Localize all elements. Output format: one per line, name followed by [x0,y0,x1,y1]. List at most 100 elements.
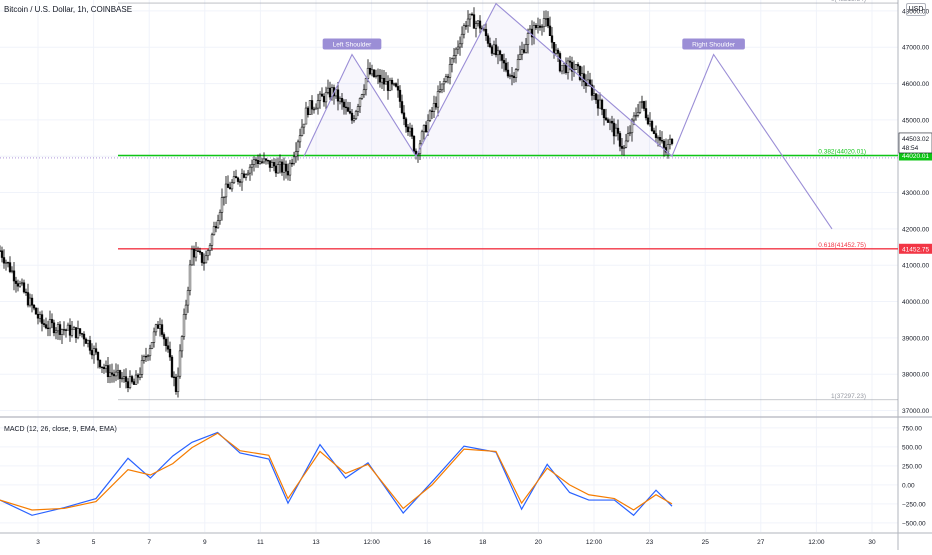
candle-body [468,13,472,20]
candle-body [412,136,416,152]
pattern-label: Left Shoulder [333,41,373,48]
candle-body [284,163,288,172]
candle-body [506,69,510,77]
candle-body [644,108,648,119]
candle-body [426,120,430,133]
candle-body [254,159,258,161]
candle-body [84,338,88,344]
candle-body [224,183,228,198]
candle-body [576,64,580,67]
candle-body [510,75,514,77]
candle-body [186,290,190,306]
candle-body [176,375,180,392]
pattern-shading [304,3,672,157]
candle-body [558,53,562,72]
price-tick-label: 39000.00 [902,335,929,342]
macd-tick-label: 500.00 [902,444,922,451]
candle-body [358,98,362,107]
candle-body [656,137,660,139]
fib-price-tag-label: 44020.01 [902,153,929,160]
time-tick-label: 7 [147,539,151,546]
candle-body [198,250,202,253]
macd-tick-label: −250.00 [902,501,926,508]
candle-body [570,62,574,72]
candle-body [638,101,642,113]
candle-body [168,348,172,358]
macd-tick-label: 750.00 [902,425,922,432]
price-tick-label: 45000.00 [902,117,929,124]
candle-body [246,172,250,175]
currency-badge[interactable]: USD [906,3,926,16]
candle-body [538,25,542,28]
candle-body [654,133,658,138]
candle-body [222,196,226,198]
candle-body [138,374,142,378]
time-tick-label: 25 [702,539,710,546]
candle-body [162,334,166,340]
candle-body [400,101,404,114]
candle-body [440,83,444,91]
candle-body [212,226,216,236]
candle-body [56,324,60,332]
candle-body [196,250,200,252]
candle-body [200,252,204,263]
price-tick-label: 40000.00 [902,299,929,306]
candle-body [206,250,210,257]
candle-body [228,187,232,190]
candle-body [626,133,630,142]
candle-body [532,25,536,38]
candle-body [192,248,196,258]
candle-body [336,89,340,102]
candles-group [0,7,674,398]
candle-body [460,33,464,45]
candle-body [172,376,176,378]
candle-body [366,67,370,79]
fib-price-tag [899,243,932,254]
candle-body [582,73,586,83]
candle-body [602,109,606,119]
candle-body [58,324,62,335]
candle-body [24,291,28,294]
candle-body [590,84,594,96]
candle-body [492,44,496,54]
candle-body [650,121,654,131]
fib-level-label: 0.618(41452.75) [818,242,866,249]
candle-body [446,76,450,78]
candle-body [44,324,48,329]
candle-body [288,162,292,176]
candle-body [188,264,192,291]
candle-body [608,120,612,123]
candle-body [36,313,40,319]
candle-body [174,376,178,392]
candle-body [470,13,474,16]
candle-body [344,106,348,109]
candle-body [362,89,366,95]
candle-body [274,165,278,174]
candle-body [22,282,26,293]
candle-body [272,162,276,167]
candle-body [16,283,20,287]
candle-body [414,150,418,155]
candle-body [374,75,378,77]
candle-body [560,65,564,72]
candle-body [632,115,636,121]
candle-body [630,119,634,134]
time-tick-label: 12:00 [808,539,825,546]
candle-body [144,356,148,358]
last-price-tag [898,132,932,154]
candle-body [556,49,560,54]
time-tick-label: 18 [479,539,487,546]
candle-body [616,127,620,134]
candle-body [450,58,454,65]
candle-body [248,166,252,174]
candle-body [428,110,432,121]
candle-body [380,77,384,83]
candle-body [122,376,126,379]
candle-body [542,18,546,27]
candle-body [204,255,208,264]
candle-body [208,245,212,251]
candle-body [348,111,352,114]
candle-body [18,283,22,287]
candle-body [30,297,34,306]
